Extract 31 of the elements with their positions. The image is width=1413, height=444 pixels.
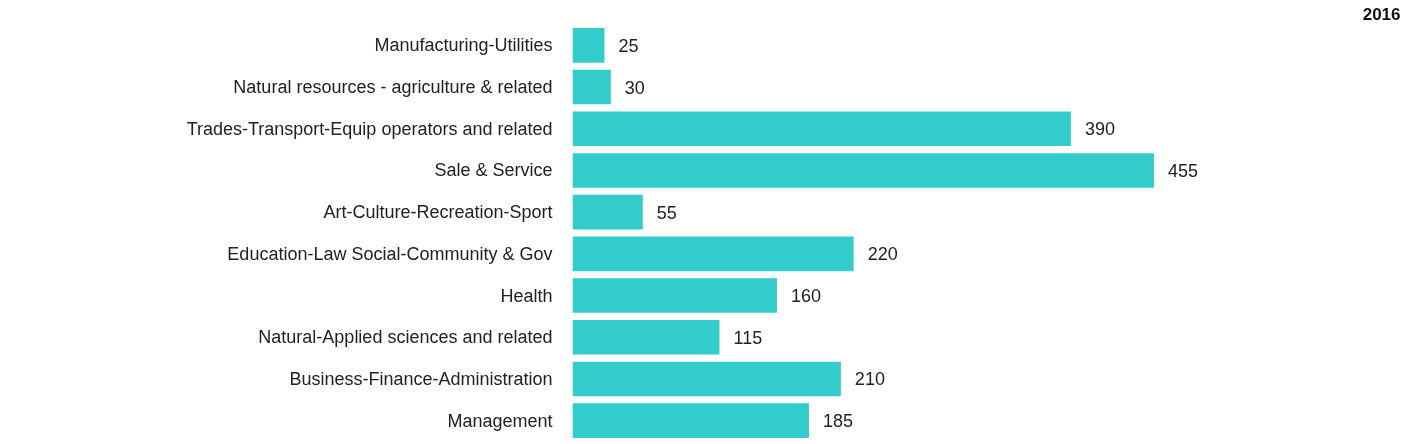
data-label: 25 (618, 35, 639, 56)
data-label: 210 (854, 369, 885, 390)
y-tick-label: Natural-Applied sciences and related (258, 327, 553, 348)
data-label: 390 (1084, 119, 1115, 140)
y-tick-label: Manufacturing-Utilities (374, 35, 553, 56)
y-tick-label: Sale & Service (434, 160, 553, 181)
data-label: 185 (822, 411, 853, 432)
y-tick-label: Education-Law Social-Community & Gov (227, 243, 553, 264)
bar (572, 194, 643, 230)
y-tick-label: Management (447, 410, 553, 431)
text: 2016 (1362, 4, 1401, 24)
bar (572, 28, 605, 63)
bar (572, 236, 854, 272)
data-label: 115 (733, 327, 763, 348)
bar (572, 111, 1071, 147)
data-label: 55 (656, 202, 677, 223)
bar (572, 403, 809, 438)
bar (572, 278, 777, 313)
bar (572, 361, 841, 397)
y-tick-label: Business-Finance-Administration (289, 368, 553, 389)
data-label: 30 (624, 77, 645, 98)
y-tick-label: Natural resources - agriculture & related (233, 77, 553, 98)
bar (572, 153, 1154, 188)
y-tick-label: Art-Culture-Recreation-Sport (323, 202, 553, 223)
y-tick-label: Health (500, 285, 553, 306)
data-label: 455 (1167, 160, 1199, 181)
data-label: 220 (867, 244, 898, 265)
y-tick-label: Trades-Transport-Equip operators and related (186, 118, 553, 139)
bar (572, 319, 720, 355)
data-label: 160 (790, 286, 822, 307)
bar (572, 69, 611, 105)
